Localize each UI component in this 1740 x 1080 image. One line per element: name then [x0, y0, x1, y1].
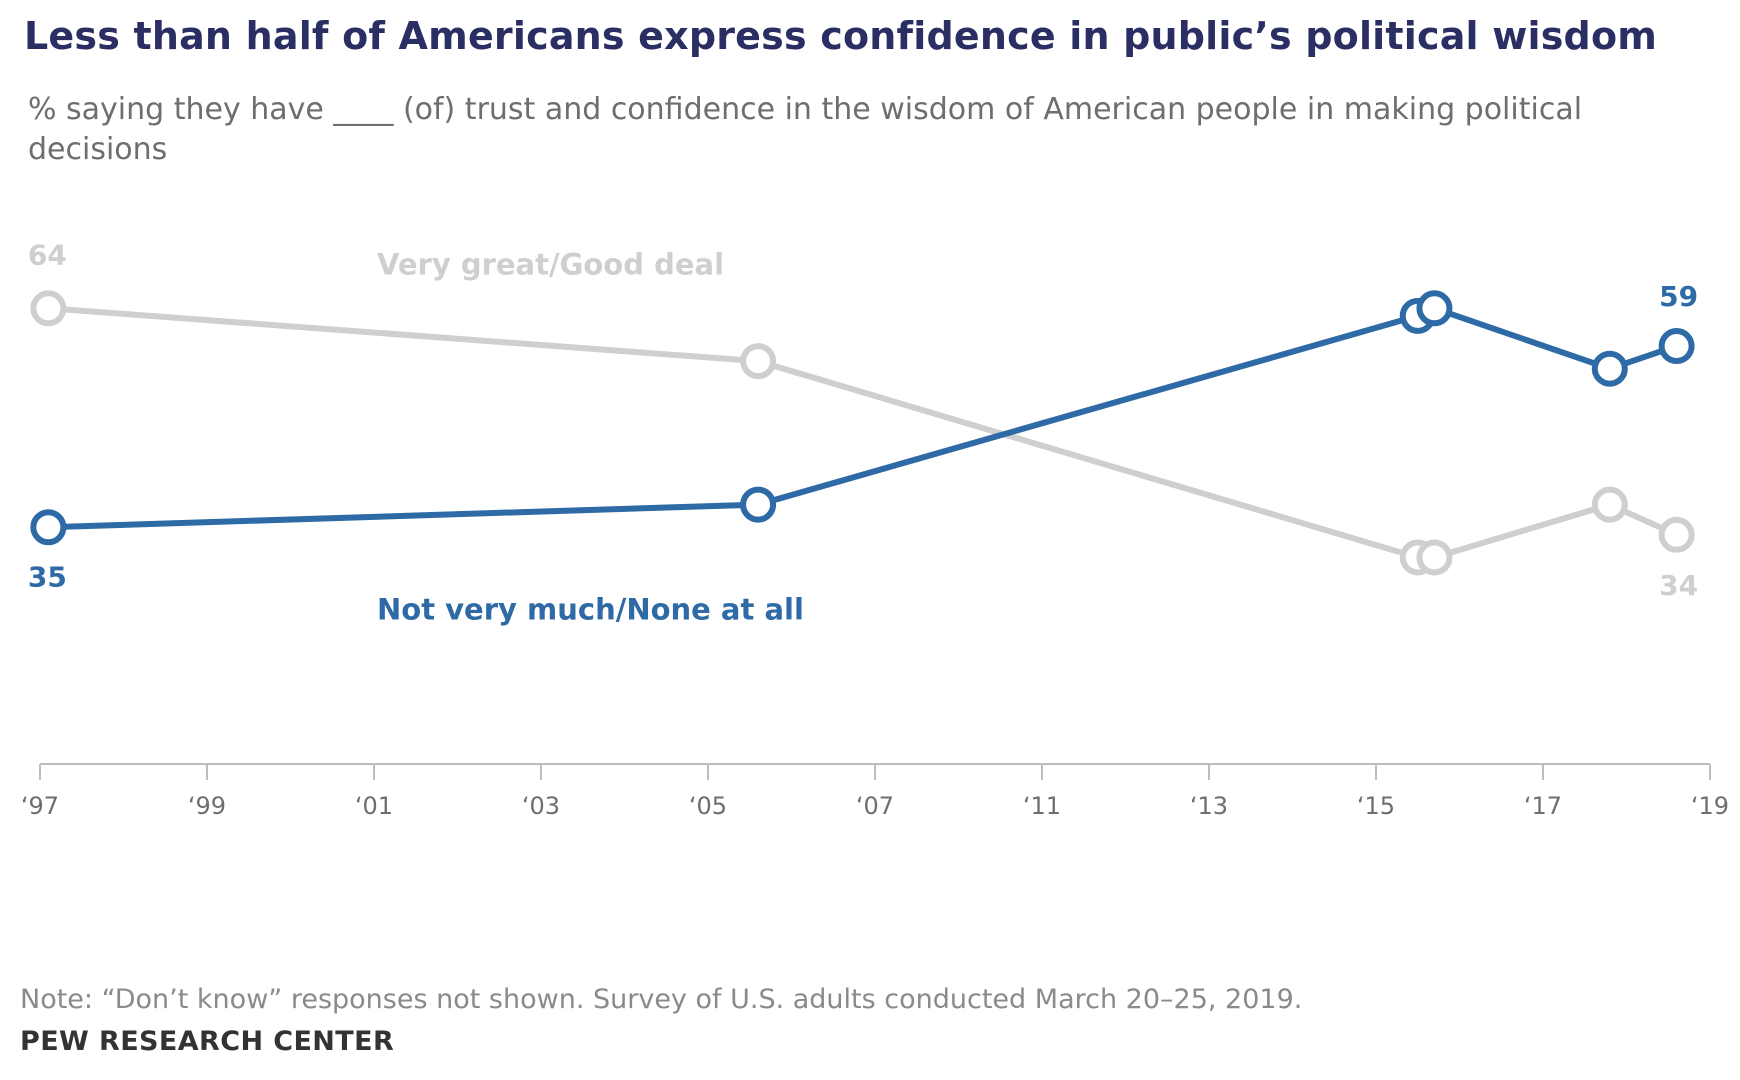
start-value-label: 64 — [28, 238, 67, 271]
series-name-label: Very great/Good deal — [377, 247, 724, 281]
x-tick-label: ‘11 — [1023, 792, 1061, 820]
series-point-0 — [1416, 539, 1453, 576]
source-credit: PEW RESEARCH CENTER — [20, 1026, 395, 1057]
series-point-0 — [740, 343, 777, 380]
x-tick-label: ‘05 — [689, 792, 727, 820]
series-point-0 — [1658, 516, 1695, 553]
x-tick-label: ‘15 — [1357, 792, 1395, 820]
series-point-1 — [1416, 290, 1453, 327]
series-name-label: Not very much/None at all — [377, 592, 804, 626]
x-tick-label: ‘19 — [1691, 792, 1729, 820]
chart-note: Note: “Don’t know” responses not shown. … — [20, 984, 1303, 1015]
series-point-1 — [1658, 328, 1695, 365]
x-tick-label: ‘97 — [21, 792, 59, 820]
x-tick-label: ‘99 — [188, 792, 226, 820]
chart-subtitle: % saying they have ____ (of) trust and c… — [28, 92, 1583, 167]
x-tick-label: ‘13 — [1190, 792, 1228, 820]
end-value-label: 59 — [1659, 280, 1698, 313]
series-point-1 — [740, 486, 777, 523]
series-point-0 — [30, 290, 67, 327]
x-tick-label: ‘17 — [1524, 792, 1562, 820]
series-point-1 — [1591, 350, 1628, 387]
x-tick-label: ‘07 — [856, 792, 894, 820]
series-layer — [30, 290, 1695, 576]
series-line-1 — [45, 305, 1680, 531]
x-axis: ‘97 ‘99 ‘01 ‘03 ‘05 ‘07 ‘11 ‘13 ‘15 ‘17 ‘19 — [21, 763, 1729, 820]
end-value-label: 34 — [1659, 569, 1698, 602]
series-point-0 — [1591, 486, 1628, 523]
x-tick-label: ‘01 — [355, 792, 393, 820]
chart-title: Less than half of Americans express conf… — [24, 14, 1658, 58]
start-value-label: 35 — [28, 560, 67, 593]
label-layer: 64 34 Very great/Good deal 35 59 Not very muc… — [28, 238, 1698, 626]
x-tick-label: ‘03 — [522, 792, 560, 820]
series-point-1 — [30, 509, 67, 546]
